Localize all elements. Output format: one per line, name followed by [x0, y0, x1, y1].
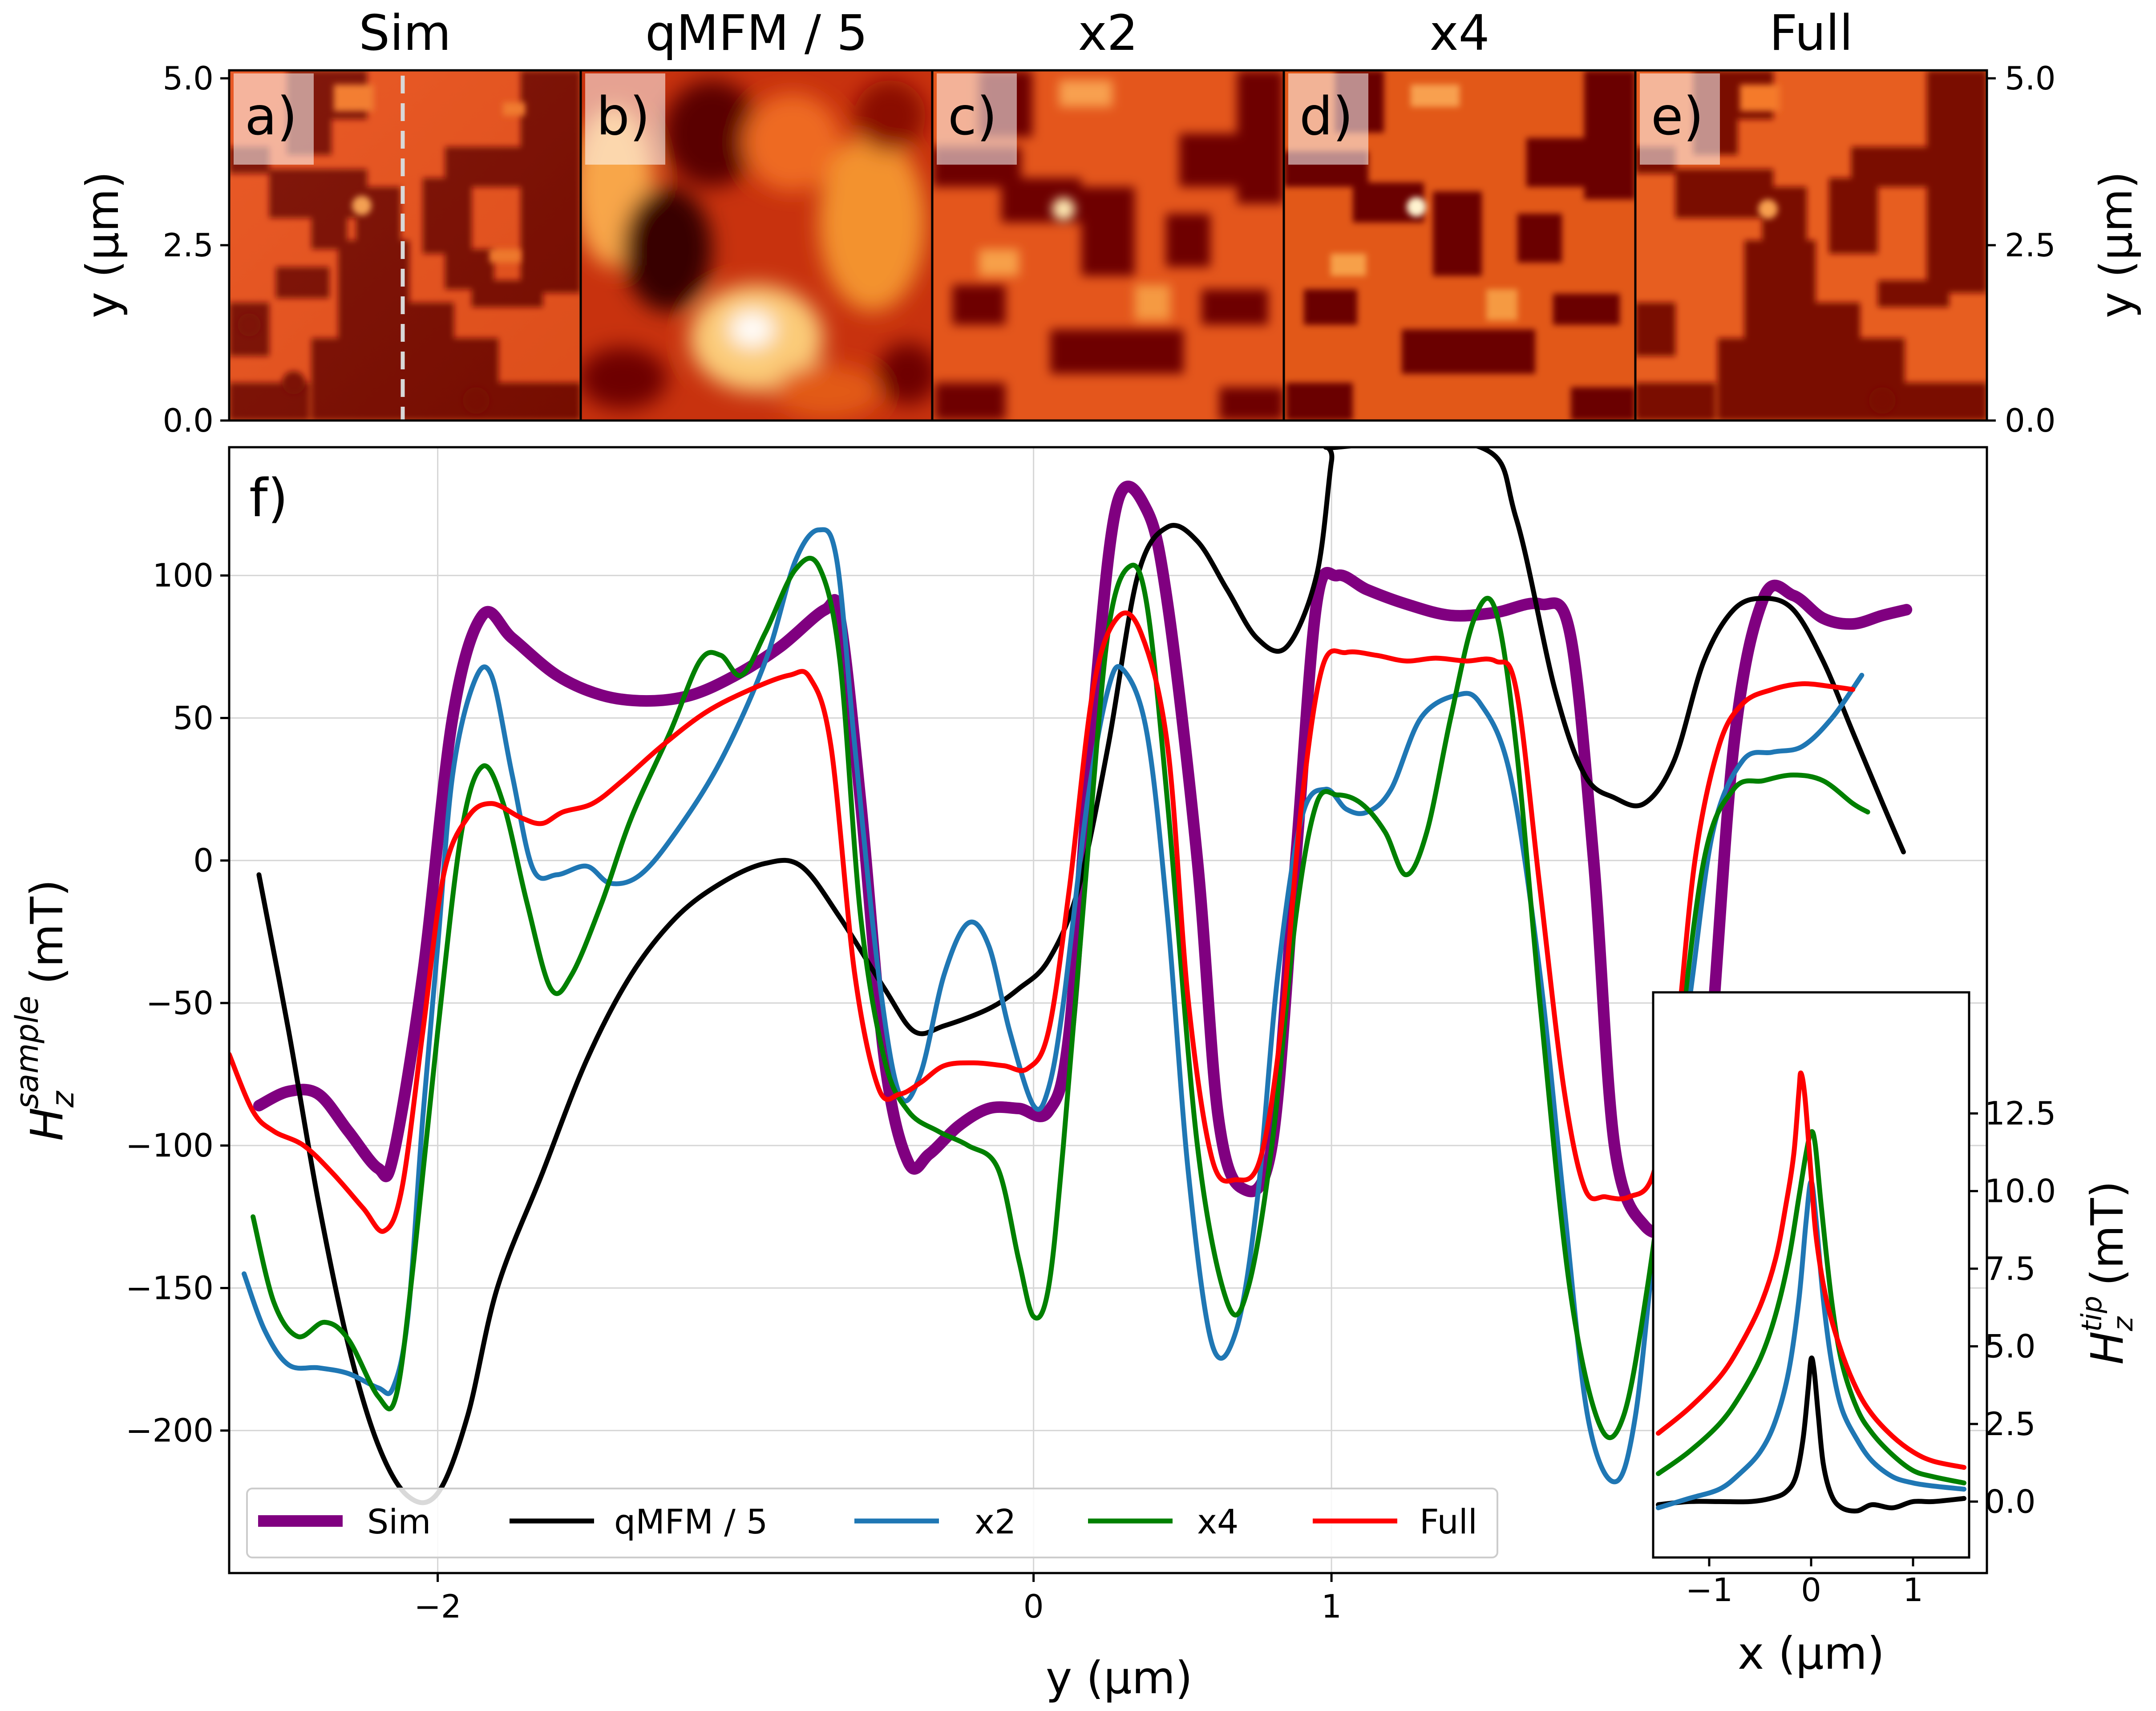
heatmap-left-y-axis: 0.0 2.5 5.0 y (μm)	[77, 60, 229, 439]
inset-ytick-label: 0.0	[1985, 1483, 2036, 1520]
main-ytick-label: −50	[146, 984, 214, 1022]
inset-ylabel-symbol: H	[2081, 1331, 2133, 1364]
series-line-sim	[253, 481, 1913, 1238]
main-xtick-label: 1	[1321, 1588, 1342, 1625]
main-ylabel-symbol: H	[21, 1108, 73, 1141]
main-ticks: −2 0 1 100 50 0 −50 −100 −150 −200	[125, 557, 1342, 1625]
main-xtick-label: −2	[414, 1588, 461, 1625]
legend-label-x2: x2	[975, 1502, 1016, 1541]
panel-label-f: f)	[249, 467, 288, 529]
legend-label-x4: x4	[1197, 1502, 1238, 1541]
label-box-b	[585, 73, 665, 165]
left-ytick-0: 0.0	[162, 402, 214, 439]
legend: Sim qMFM / 5 x2 x4 Full	[246, 1488, 1498, 1558]
heatmap-x4-domains	[1284, 70, 1635, 421]
main-ytick-label: 100	[153, 557, 214, 594]
inset-ticks: −1 0 10.02.55.07.510.012.5	[1686, 1095, 2056, 1609]
main-ytick-label: 50	[173, 699, 214, 736]
heatmap-right-ylabel: y (μm)	[2090, 171, 2142, 318]
panel-title-x2: x2	[1078, 4, 1138, 61]
panel-label-c: c)	[948, 85, 997, 147]
inset-xtick-label: 0	[1801, 1571, 1821, 1609]
inset-xlabel: x (μm)	[1738, 1627, 1885, 1679]
series-line-x4	[251, 556, 1870, 1440]
main-ylabel-subscript: z	[44, 1090, 81, 1108]
main-xtick-label: 0	[1023, 1588, 1044, 1625]
series-line-x2	[242, 527, 1865, 1484]
inset-ytick-label: 7.5	[1985, 1250, 2036, 1287]
right-ytick-5: 5.0	[2005, 60, 2056, 97]
inset-series-line-qmfm-5	[1656, 1355, 1966, 1514]
inset-ytick-label: 2.5	[1985, 1405, 2036, 1443]
series-line-qmfm-5	[256, 447, 1906, 1505]
main-ylabel: Hzsample (mT)	[9, 879, 81, 1141]
main-ytick-label: −100	[125, 1127, 214, 1164]
panel-title-full: Full	[1769, 4, 1853, 61]
heatmap-panel-sim	[229, 70, 581, 421]
heatmap-qmfm-structure	[581, 80, 932, 418]
legend-label-full: Full	[1420, 1502, 1477, 1541]
main-ylabel-unit: (mT)	[21, 879, 73, 985]
panel-label-b: b)	[596, 85, 650, 147]
heatmap-full-highlights	[1740, 85, 1896, 414]
inset-series-line-full	[1656, 1070, 1966, 1470]
heatmap-x4-highlights	[1331, 85, 1517, 320]
panel-label-e: e)	[1651, 85, 1704, 147]
main-ytick-label: −150	[125, 1269, 214, 1307]
inset-ylabel-superscript: tip	[2075, 1296, 2108, 1332]
panel-label-d: d)	[1299, 85, 1353, 147]
panel-label-a: a)	[245, 85, 297, 147]
label-box-e	[1640, 73, 1720, 165]
right-ytick-2-5: 2.5	[2005, 227, 2056, 264]
inset-xtick-label: 1	[1903, 1571, 1923, 1609]
left-ytick-5: 5.0	[162, 60, 214, 97]
inset-ytick-label: 5.0	[1985, 1327, 2036, 1365]
inset-xtick-label: −1	[1686, 1571, 1733, 1609]
inset-background	[1653, 992, 1969, 1557]
label-box-a	[234, 73, 314, 165]
panel-title-x4: x4	[1429, 4, 1489, 61]
inset-series-group	[1656, 1070, 1966, 1514]
label-box-d	[1288, 73, 1368, 165]
heatmap-x2-highlights	[979, 80, 1170, 320]
panel-title-qmfm: qMFM / 5	[645, 4, 868, 61]
heatmap-right-y-axis: 0.0 2.5 5.0 y (μm)	[1987, 60, 2142, 439]
main-series-group	[229, 447, 1913, 1505]
legend-label-qmfm: qMFM / 5	[614, 1502, 768, 1541]
inset-ytick-label: 10.0	[1985, 1173, 2056, 1210]
inset-ylabel-unit: (mT)	[2081, 1181, 2133, 1286]
legend-label-sim: Sim	[367, 1502, 431, 1541]
inset-series-line-x4	[1656, 1129, 1966, 1485]
panel-title-sim: Sim	[359, 4, 451, 61]
left-ytick-2-5: 2.5	[162, 227, 214, 264]
heatmap-left-ylabel: y (μm)	[77, 171, 129, 318]
inset-ylabel: Hztip (mT)	[2075, 1181, 2139, 1364]
series-line-full	[229, 611, 1856, 1234]
inset-ylabel-subscript: z	[2107, 1316, 2139, 1331]
main-xlabel: y (μm)	[1046, 1652, 1193, 1704]
label-box-c	[937, 73, 1017, 165]
main-plot-frame	[228, 446, 1988, 1574]
inset-ytick-label: 12.5	[1985, 1095, 2056, 1132]
right-ytick-0: 0.0	[2005, 402, 2056, 439]
main-ytick-label: 0	[193, 842, 214, 879]
main-ytick-label: −200	[125, 1412, 214, 1449]
main-ylabel-superscript: sample	[9, 996, 45, 1109]
